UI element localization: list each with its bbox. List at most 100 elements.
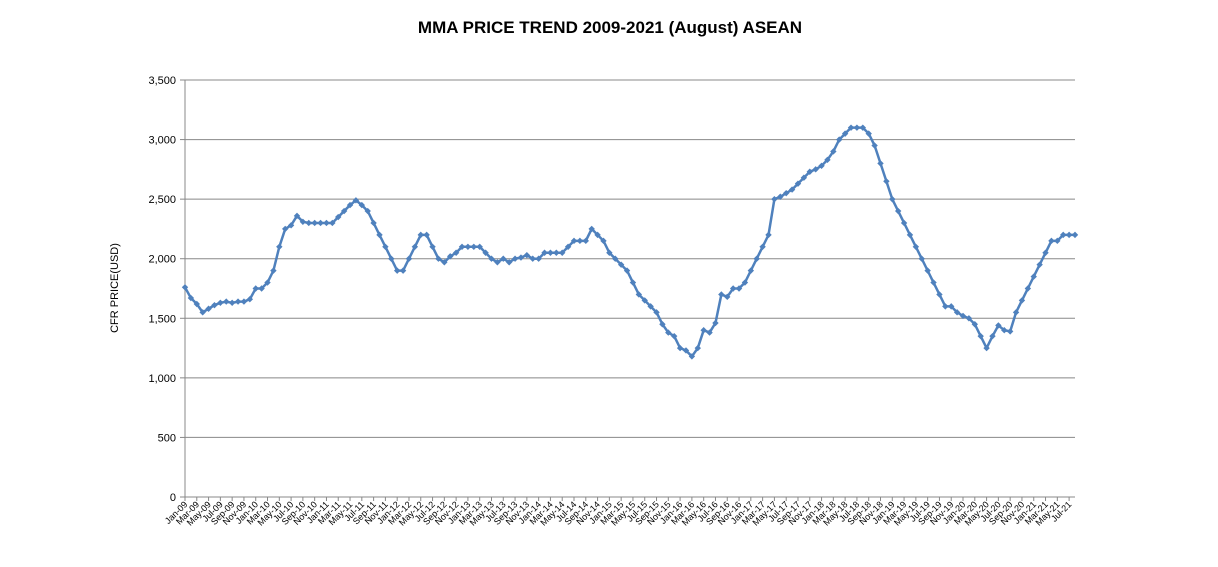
- marker: [647, 303, 654, 310]
- marker: [429, 243, 436, 250]
- marker: [358, 201, 366, 209]
- marker: [906, 231, 914, 239]
- marker: [671, 332, 678, 340]
- marker: [399, 267, 407, 274]
- marker: [635, 291, 643, 298]
- marker: [423, 231, 430, 239]
- marker: [217, 299, 224, 306]
- marker: [977, 332, 984, 340]
- marker: [747, 267, 755, 274]
- marker: [564, 243, 572, 250]
- marker: [364, 207, 371, 215]
- marker: [659, 321, 666, 328]
- y-tick-label: 3,000: [148, 135, 176, 147]
- marker: [782, 189, 790, 197]
- marker: [800, 174, 808, 181]
- marker: [989, 332, 996, 340]
- marker: [836, 136, 843, 143]
- marker: [223, 298, 230, 305]
- marker: [1048, 237, 1055, 245]
- marker: [335, 213, 342, 221]
- marker: [1001, 327, 1008, 334]
- marker: [1012, 309, 1020, 316]
- marker: [305, 219, 312, 227]
- marker: [847, 124, 855, 131]
- marker: [1018, 297, 1026, 304]
- marker: [276, 243, 283, 250]
- y-tick-label: 2,500: [148, 194, 176, 206]
- marker: [606, 249, 613, 256]
- y-tick-label: 1,500: [148, 313, 176, 325]
- marker: [894, 207, 902, 215]
- marker: [529, 255, 536, 262]
- marker: [559, 249, 566, 256]
- marker: [641, 297, 648, 304]
- marker: [311, 219, 318, 227]
- marker: [270, 267, 277, 274]
- marker: [1054, 237, 1061, 245]
- y-axis-label: CFR PRICE(USD): [109, 243, 121, 333]
- line: [183, 126, 1075, 359]
- marker: [806, 168, 813, 175]
- marker: [883, 178, 890, 185]
- marker: [352, 197, 360, 204]
- marker: [476, 243, 483, 250]
- marker: [252, 285, 259, 292]
- marker: [812, 166, 819, 173]
- marker: [505, 259, 513, 266]
- marker: [794, 180, 802, 187]
- marker: [246, 296, 254, 303]
- marker: [859, 124, 867, 131]
- marker: [953, 309, 961, 316]
- marker: [547, 249, 554, 256]
- marker: [688, 353, 696, 360]
- marker: [211, 301, 218, 309]
- marker: [417, 231, 424, 239]
- marker: [871, 142, 878, 149]
- marker: [718, 291, 725, 298]
- marker: [199, 309, 206, 316]
- marker: [617, 261, 625, 268]
- chart-title: MMA PRICE TREND 2009-2021 (August) ASEAN: [418, 18, 802, 37]
- marker: [983, 344, 990, 352]
- marker: [600, 237, 607, 245]
- marker: [741, 279, 749, 286]
- marker: [517, 254, 525, 261]
- marker: [729, 285, 737, 292]
- marker: [965, 315, 973, 322]
- marker: [824, 156, 831, 164]
- y-tick-label: 0: [170, 492, 176, 504]
- marker: [877, 160, 884, 167]
- marker: [452, 249, 460, 256]
- marker: [458, 243, 466, 250]
- marker: [1030, 273, 1037, 280]
- marker: [1036, 261, 1043, 268]
- marker: [1024, 285, 1032, 292]
- marker: [788, 186, 796, 193]
- marker: [470, 243, 478, 250]
- marker: [535, 255, 542, 262]
- marker: [936, 291, 943, 298]
- marker: [376, 231, 383, 239]
- marker: [765, 231, 772, 239]
- marker: [623, 267, 631, 274]
- marker: [924, 267, 931, 274]
- marker: [181, 284, 189, 291]
- y-tick-label: 1,000: [148, 373, 176, 385]
- marker: [228, 299, 236, 306]
- marker: [447, 253, 454, 260]
- marker: [700, 327, 707, 334]
- marker: [930, 279, 937, 286]
- marker: [494, 259, 501, 266]
- marker: [724, 293, 731, 301]
- marker: [865, 130, 872, 137]
- marker: [541, 249, 548, 256]
- marker: [411, 243, 419, 250]
- marker: [629, 279, 637, 286]
- marker: [753, 255, 760, 262]
- marker: [959, 312, 967, 320]
- marker: [570, 237, 578, 245]
- marker: [912, 243, 920, 250]
- marker: [464, 243, 472, 250]
- marker: [240, 298, 248, 305]
